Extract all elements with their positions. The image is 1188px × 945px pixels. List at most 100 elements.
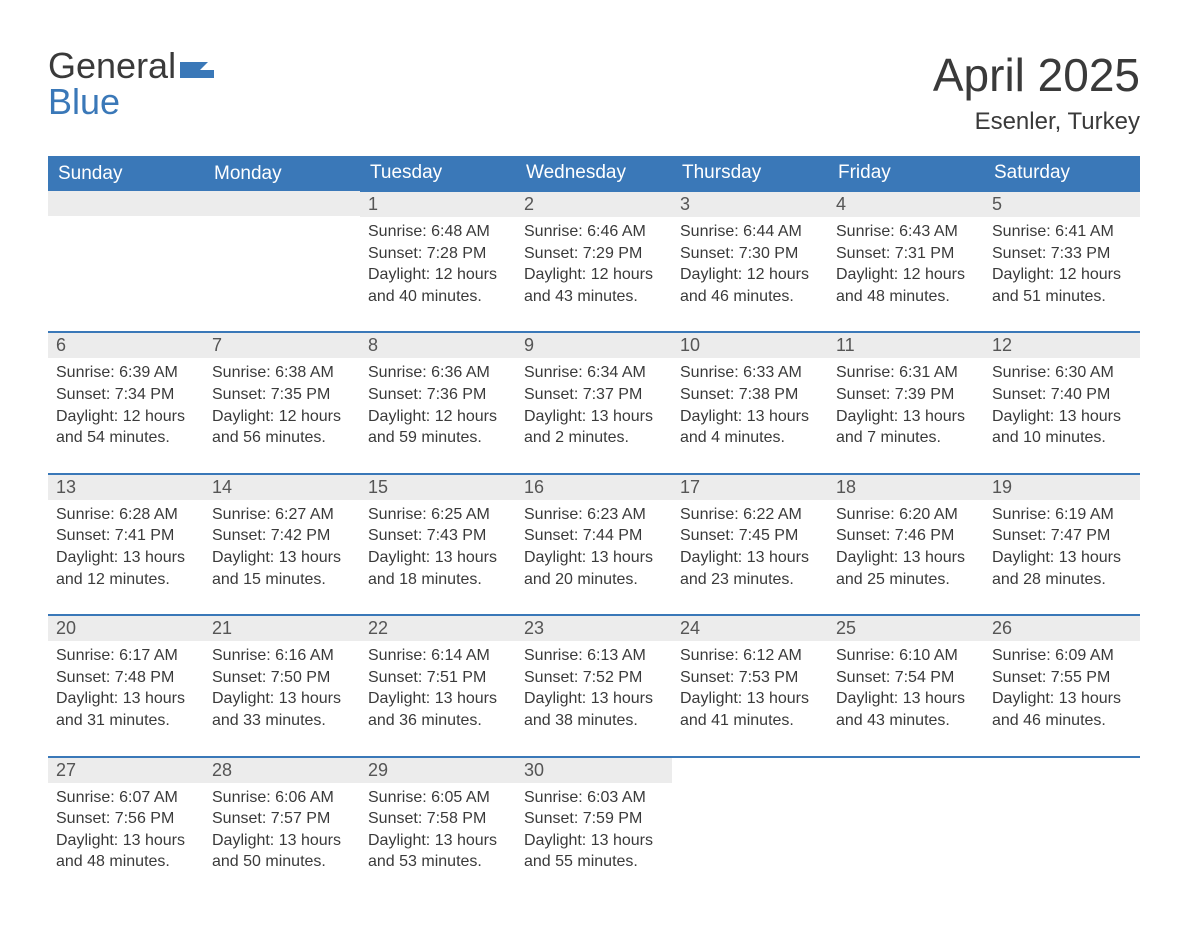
sunset-line: Sunset: 7:40 PM [992,384,1132,406]
calendar-day-cell: 1Sunrise: 6:48 AMSunset: 7:28 PMDaylight… [360,191,516,332]
sunrise-line: Sunrise: 6:48 AM [368,221,508,243]
calendar-day-cell: 27Sunrise: 6:07 AMSunset: 7:56 PMDayligh… [48,757,204,897]
day-number: 12 [984,333,1140,358]
sunset-line: Sunset: 7:36 PM [368,384,508,406]
calendar-day-cell: 8Sunrise: 6:36 AMSunset: 7:36 PMDaylight… [360,332,516,473]
sunrise-line: Sunrise: 6:46 AM [524,221,664,243]
calendar-day-cell: 19Sunrise: 6:19 AMSunset: 7:47 PMDayligh… [984,474,1140,615]
calendar-day-cell: 25Sunrise: 6:10 AMSunset: 7:54 PMDayligh… [828,615,984,756]
sunrise-line: Sunrise: 6:41 AM [992,221,1132,243]
daylight-line: Daylight: 13 hours and 23 minutes. [680,547,820,590]
day-body: Sunrise: 6:36 AMSunset: 7:36 PMDaylight:… [360,358,516,472]
sunset-line: Sunset: 7:56 PM [56,808,196,830]
day-body: Sunrise: 6:10 AMSunset: 7:54 PMDaylight:… [828,641,984,755]
sunrise-line: Sunrise: 6:23 AM [524,504,664,526]
day-number: 7 [204,333,360,358]
day-body: Sunrise: 6:48 AMSunset: 7:28 PMDaylight:… [360,217,516,331]
calendar-body: 1Sunrise: 6:48 AMSunset: 7:28 PMDaylight… [48,191,1140,897]
sunrise-line: Sunrise: 6:31 AM [836,362,976,384]
day-body: Sunrise: 6:05 AMSunset: 7:58 PMDaylight:… [360,783,516,897]
day-number: 28 [204,758,360,783]
sunrise-line: Sunrise: 6:06 AM [212,787,352,809]
sunrise-line: Sunrise: 6:38 AM [212,362,352,384]
calendar-week-row: 6Sunrise: 6:39 AMSunset: 7:34 PMDaylight… [48,332,1140,473]
calendar-day-cell [672,757,828,897]
day-body: Sunrise: 6:31 AMSunset: 7:39 PMDaylight:… [828,358,984,472]
page-title: April 2025 [933,48,1140,102]
calendar-week-row: 1Sunrise: 6:48 AMSunset: 7:28 PMDaylight… [48,191,1140,332]
day-number: 27 [48,758,204,783]
day-number: 15 [360,475,516,500]
sunset-line: Sunset: 7:52 PM [524,667,664,689]
day-body: Sunrise: 6:30 AMSunset: 7:40 PMDaylight:… [984,358,1140,472]
day-number-empty [828,758,984,783]
day-body: Sunrise: 6:34 AMSunset: 7:37 PMDaylight:… [516,358,672,472]
daylight-line: Daylight: 13 hours and 12 minutes. [56,547,196,590]
sunset-line: Sunset: 7:45 PM [680,525,820,547]
calendar-day-cell: 24Sunrise: 6:12 AMSunset: 7:53 PMDayligh… [672,615,828,756]
calendar-day-cell: 26Sunrise: 6:09 AMSunset: 7:55 PMDayligh… [984,615,1140,756]
daylight-line: Daylight: 13 hours and 15 minutes. [212,547,352,590]
daylight-line: Daylight: 12 hours and 54 minutes. [56,406,196,449]
day-body: Sunrise: 6:14 AMSunset: 7:51 PMDaylight:… [360,641,516,755]
calendar-day-cell: 16Sunrise: 6:23 AMSunset: 7:44 PMDayligh… [516,474,672,615]
calendar-day-cell: 18Sunrise: 6:20 AMSunset: 7:46 PMDayligh… [828,474,984,615]
sunset-line: Sunset: 7:30 PM [680,243,820,265]
day-number: 23 [516,616,672,641]
calendar-header-row: SundayMondayTuesdayWednesdayThursdayFrid… [48,156,1140,191]
sunrise-line: Sunrise: 6:20 AM [836,504,976,526]
day-body: Sunrise: 6:33 AMSunset: 7:38 PMDaylight:… [672,358,828,472]
sunrise-line: Sunrise: 6:14 AM [368,645,508,667]
weekday-header: Thursday [672,156,828,191]
day-number-empty [204,191,360,216]
day-number: 24 [672,616,828,641]
daylight-line: Daylight: 13 hours and 41 minutes. [680,688,820,731]
calendar-day-cell: 23Sunrise: 6:13 AMSunset: 7:52 PMDayligh… [516,615,672,756]
daylight-line: Daylight: 13 hours and 43 minutes. [836,688,976,731]
logo-line2: Blue [48,81,120,122]
daylight-line: Daylight: 13 hours and 50 minutes. [212,830,352,873]
calendar-day-cell: 14Sunrise: 6:27 AMSunset: 7:42 PMDayligh… [204,474,360,615]
calendar-day-cell: 10Sunrise: 6:33 AMSunset: 7:38 PMDayligh… [672,332,828,473]
day-number: 4 [828,192,984,217]
calendar-day-cell: 3Sunrise: 6:44 AMSunset: 7:30 PMDaylight… [672,191,828,332]
weekday-header: Tuesday [360,156,516,191]
sunrise-line: Sunrise: 6:22 AM [680,504,820,526]
weekday-header: Saturday [984,156,1140,191]
sunset-line: Sunset: 7:39 PM [836,384,976,406]
day-body: Sunrise: 6:17 AMSunset: 7:48 PMDaylight:… [48,641,204,755]
sunset-line: Sunset: 7:44 PM [524,525,664,547]
day-number: 17 [672,475,828,500]
sunset-line: Sunset: 7:29 PM [524,243,664,265]
day-number: 22 [360,616,516,641]
sunset-line: Sunset: 7:54 PM [836,667,976,689]
day-number: 13 [48,475,204,500]
sunset-line: Sunset: 7:51 PM [368,667,508,689]
sunset-line: Sunset: 7:53 PM [680,667,820,689]
sunset-line: Sunset: 7:34 PM [56,384,196,406]
calendar-day-cell [48,191,204,332]
calendar-day-cell: 6Sunrise: 6:39 AMSunset: 7:34 PMDaylight… [48,332,204,473]
daylight-line: Daylight: 12 hours and 56 minutes. [212,406,352,449]
daylight-line: Daylight: 13 hours and 33 minutes. [212,688,352,731]
sunset-line: Sunset: 7:37 PM [524,384,664,406]
sunset-line: Sunset: 7:42 PM [212,525,352,547]
sunset-line: Sunset: 7:47 PM [992,525,1132,547]
calendar-week-row: 27Sunrise: 6:07 AMSunset: 7:56 PMDayligh… [48,757,1140,897]
weekday-header: Wednesday [516,156,672,191]
day-number: 16 [516,475,672,500]
day-number: 19 [984,475,1140,500]
day-number: 29 [360,758,516,783]
day-body: Sunrise: 6:46 AMSunset: 7:29 PMDaylight:… [516,217,672,331]
calendar-page: General Blue April 2025 Esenler, Turkey … [0,0,1188,945]
day-body: Sunrise: 6:20 AMSunset: 7:46 PMDaylight:… [828,500,984,614]
day-body: Sunrise: 6:39 AMSunset: 7:34 PMDaylight:… [48,358,204,472]
day-number: 26 [984,616,1140,641]
daylight-line: Daylight: 13 hours and 53 minutes. [368,830,508,873]
calendar-day-cell: 4Sunrise: 6:43 AMSunset: 7:31 PMDaylight… [828,191,984,332]
daylight-line: Daylight: 13 hours and 4 minutes. [680,406,820,449]
day-body: Sunrise: 6:07 AMSunset: 7:56 PMDaylight:… [48,783,204,897]
day-number-empty [984,758,1140,783]
day-number: 5 [984,192,1140,217]
day-number: 1 [360,192,516,217]
